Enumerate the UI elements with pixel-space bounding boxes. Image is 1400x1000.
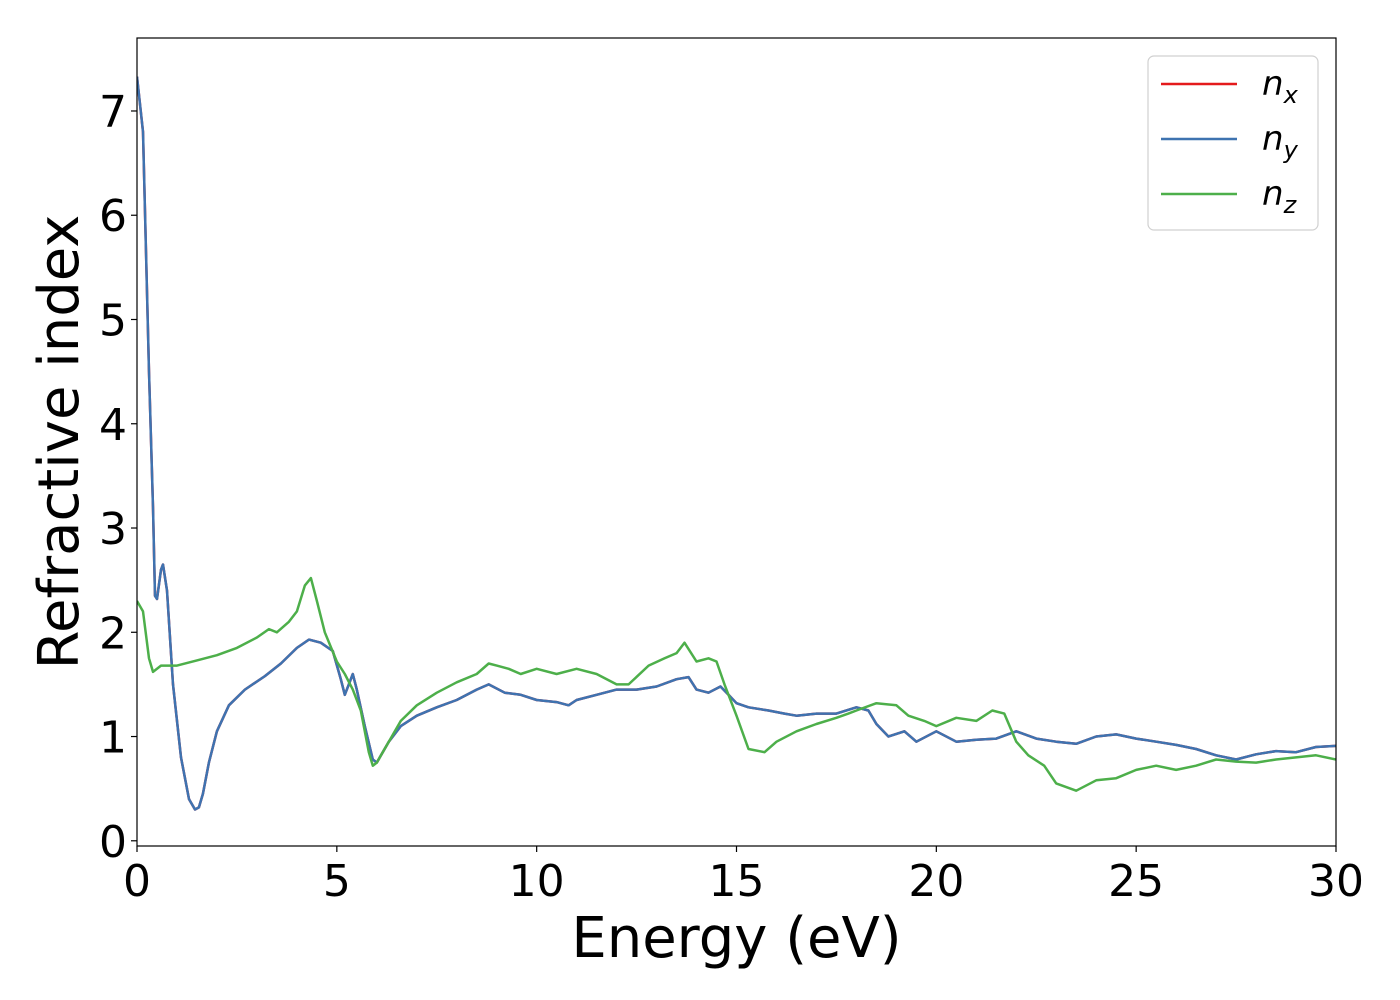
legend-label-n-z: nz xyxy=(1262,174,1298,219)
x-tick-label: 5 xyxy=(323,856,351,907)
series-line-n-y xyxy=(137,76,1336,811)
x-tick-label: 0 xyxy=(123,856,151,907)
series-line-n-z xyxy=(137,576,1336,792)
x-tick-label: 15 xyxy=(709,856,765,907)
x-axis-label: Energy (eV) xyxy=(571,906,901,971)
y-tick-label: 4 xyxy=(99,400,127,451)
series-layer xyxy=(137,76,1336,811)
legend: nx ny nz xyxy=(1147,55,1319,231)
y-tick-label: 2 xyxy=(99,608,127,659)
x-tick-label: 30 xyxy=(1308,856,1364,907)
y-axis-ticks: 0 1 2 3 4 5 6 7 xyxy=(99,87,137,868)
y-tick-label: 5 xyxy=(99,295,127,346)
x-tick-label: 20 xyxy=(908,856,964,907)
x-axis-ticks: 0 5 10 15 20 25 30 xyxy=(123,846,1364,907)
legend-box xyxy=(1147,55,1319,231)
y-tick-label: 7 xyxy=(99,87,127,138)
y-tick-label: 6 xyxy=(99,191,127,242)
legend-label-n-y: ny xyxy=(1262,119,1299,164)
y-tick-label: 0 xyxy=(99,817,127,868)
y-axis-label: Refractive index xyxy=(27,215,92,670)
y-tick-label: 1 xyxy=(99,713,127,764)
x-tick-label: 25 xyxy=(1108,856,1164,907)
y-tick-label: 3 xyxy=(99,504,127,555)
legend-label-n-x: nx xyxy=(1262,64,1299,109)
x-tick-label: 10 xyxy=(509,856,565,907)
